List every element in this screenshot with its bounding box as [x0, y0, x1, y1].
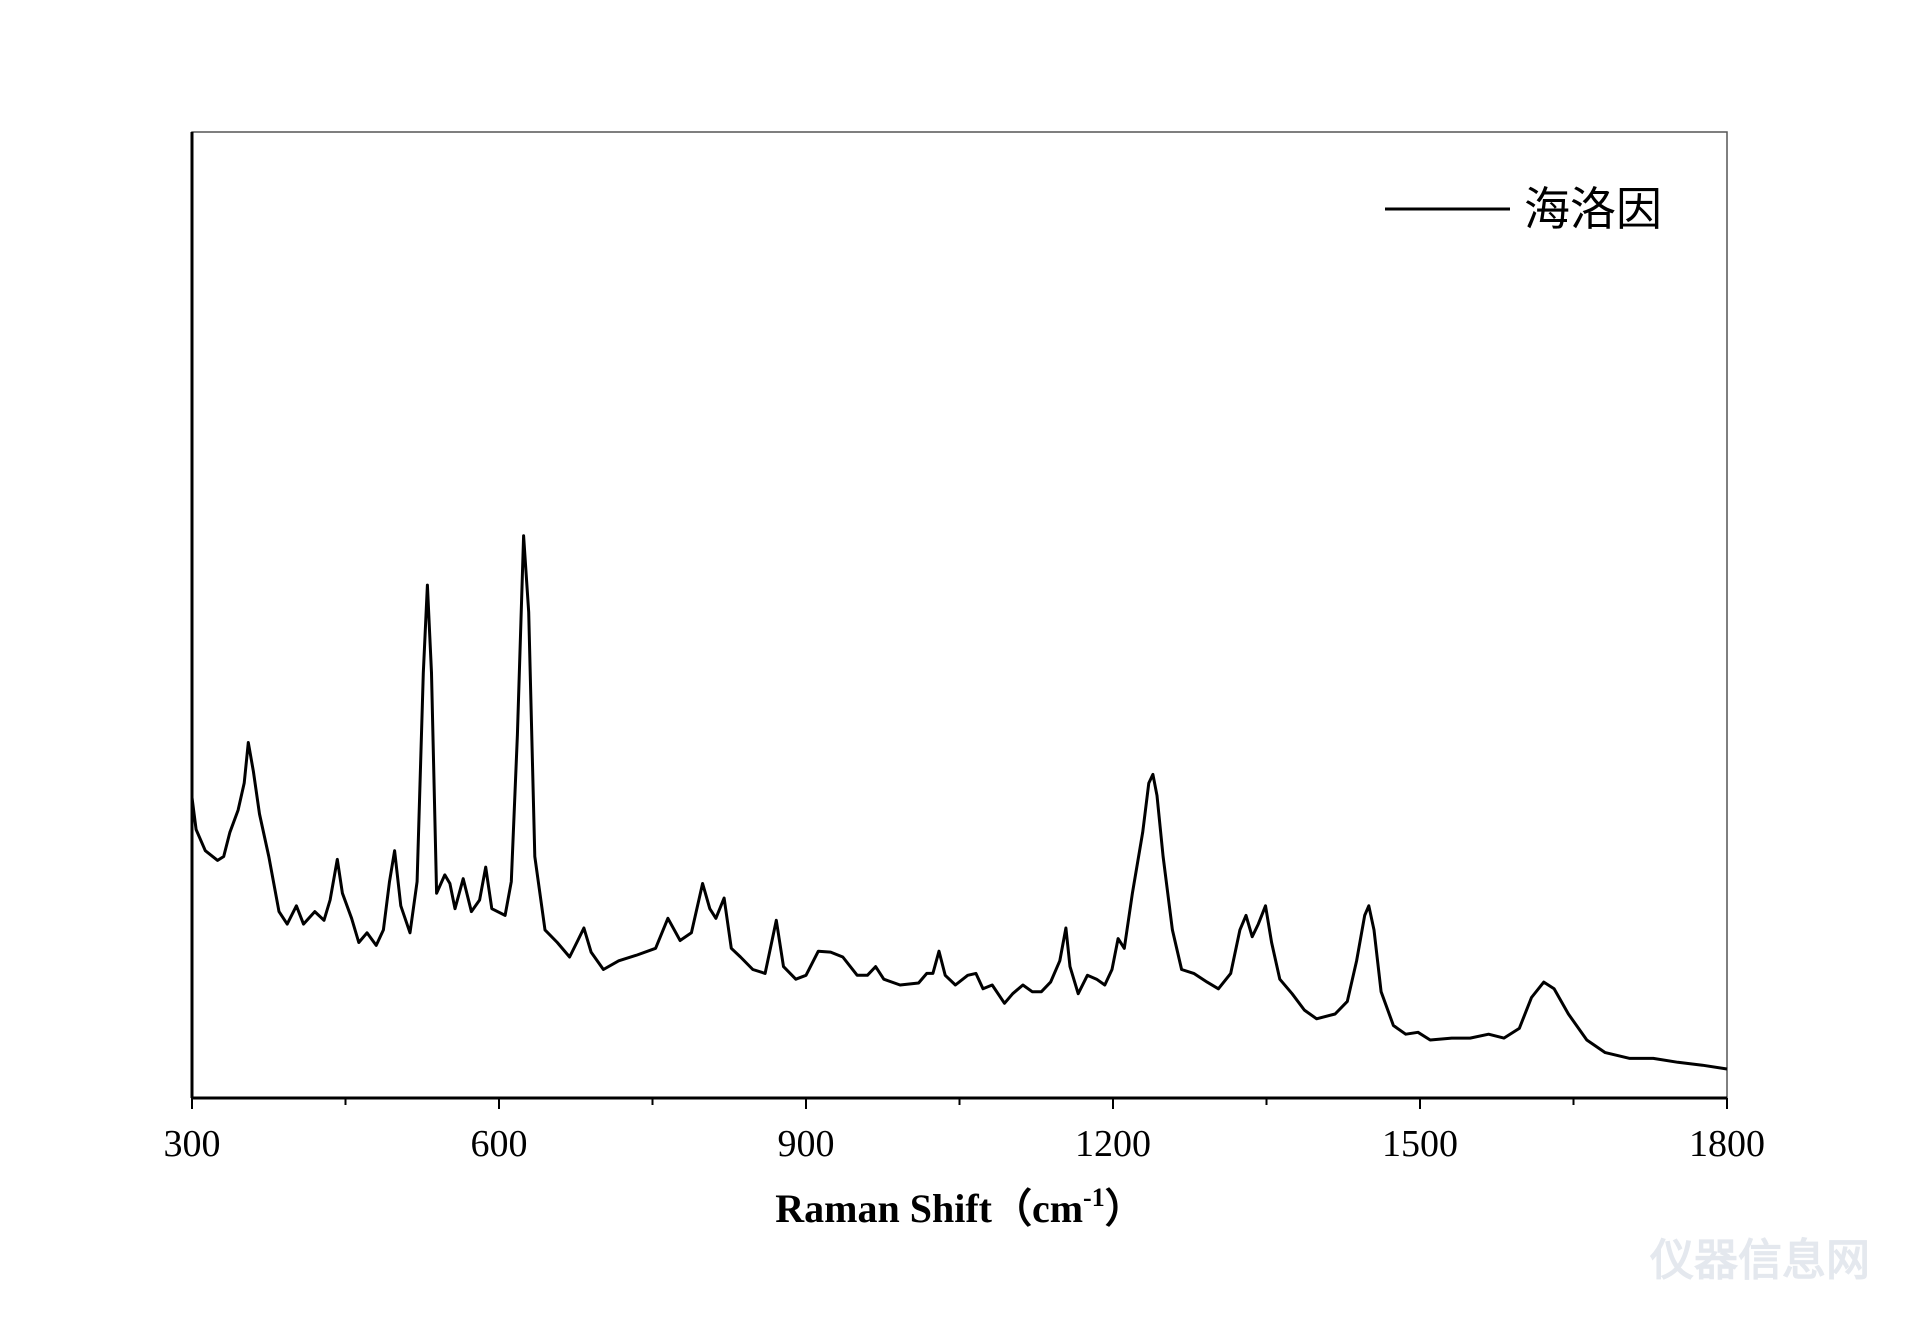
x-axis-label: Raman Shift（cm-1） [775, 1183, 1144, 1231]
plot-frame [191, 131, 1728, 1099]
legend-label: 海洛因 [1524, 182, 1662, 236]
x-tick-label: 300 [164, 1123, 221, 1165]
x-tick-label: 1500 [1382, 1123, 1458, 1165]
spectrum-line [190, 534, 1728, 1071]
x-tick-label: 900 [778, 1123, 835, 1165]
x-tick-label: 1800 [1689, 1123, 1765, 1165]
x-label-sup: -1 [1083, 1183, 1105, 1212]
watermark: 仪器信息网 [1649, 1235, 1870, 1286]
x-label-text: Raman Shift（cm [775, 1186, 1083, 1231]
x-label-end: ） [1105, 1186, 1145, 1231]
x-tick-label: 1200 [1075, 1123, 1151, 1165]
x-tick-label: 600 [471, 1123, 528, 1165]
